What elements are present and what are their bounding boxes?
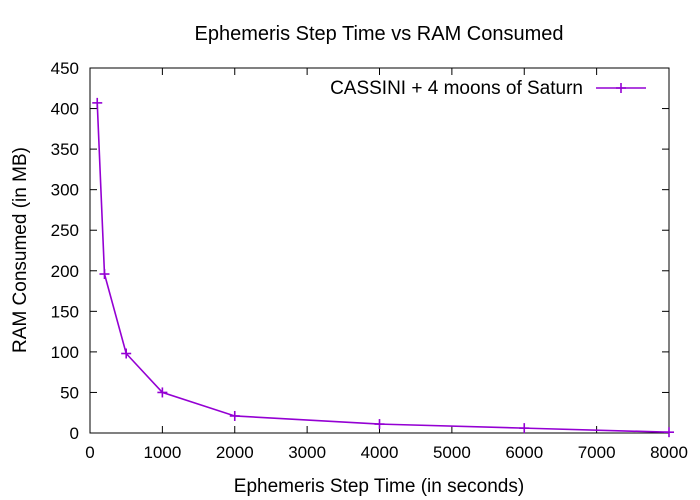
data-point [519, 423, 530, 434]
y-tick-label: 100 [51, 343, 79, 362]
plot-frame [89, 67, 670, 434]
x-tick-label: 3000 [288, 443, 326, 462]
x-tick-label: 4000 [361, 443, 399, 462]
x-tick-label: 7000 [578, 443, 616, 462]
chart-title: Ephemeris Step Time vs RAM Consumed [194, 23, 563, 45]
series-layer [92, 97, 674, 438]
x-axis-label: Ephemeris Step Time (in seconds) [234, 476, 524, 497]
y-tick-label: 300 [51, 181, 79, 200]
y-tick-label: 50 [60, 383, 79, 402]
x-tick-label: 5000 [433, 443, 471, 462]
y-tick-label: 150 [51, 302, 79, 321]
y-tick-label: 250 [51, 221, 79, 240]
data-point [121, 348, 132, 359]
legend-plus-marker [616, 83, 626, 93]
legend: CASSINI + 4 moons of Saturn [330, 78, 646, 99]
axis-ticks: 0 1000 2000 3000 4000 5000 6000 7000 8000 0 50 100 1… [51, 59, 688, 462]
data-point [99, 269, 110, 280]
y-tick-label: 400 [51, 100, 79, 119]
y-tick-label: 350 [51, 140, 79, 159]
y-tick-label: 0 [70, 424, 79, 443]
x-tick-label: 6000 [505, 443, 543, 462]
x-tick-label: 2000 [216, 443, 254, 462]
data-point [664, 427, 674, 438]
data-point [374, 419, 385, 430]
legend-marker [616, 83, 626, 93]
x-tick-label: 1000 [143, 443, 181, 462]
y-tick-label: 200 [51, 262, 79, 281]
series-line [96, 102, 670, 433]
y-axis-label: RAM Consumed (in MB) [10, 147, 31, 353]
x-tick-label: 8000 [650, 443, 688, 462]
data-point [157, 387, 168, 398]
data-point [229, 410, 240, 421]
data-point [92, 97, 103, 108]
y-tick-label: 450 [51, 59, 79, 78]
legend-label: CASSINI + 4 moons of Saturn [330, 78, 583, 99]
x-tick-label: 0 [85, 443, 94, 462]
